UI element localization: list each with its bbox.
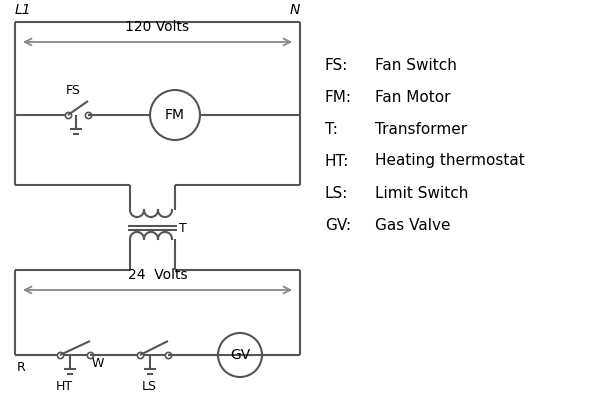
Text: Transformer: Transformer: [375, 122, 467, 136]
Text: L1: L1: [15, 3, 32, 17]
Text: FS: FS: [66, 84, 81, 97]
Text: Gas Valve: Gas Valve: [375, 218, 451, 232]
Text: LS:: LS:: [325, 186, 348, 200]
Text: FM: FM: [165, 108, 185, 122]
Text: T:: T:: [325, 122, 338, 136]
Text: GV:: GV:: [325, 218, 351, 232]
Text: Heating thermostat: Heating thermostat: [375, 154, 525, 168]
Text: HT:: HT:: [325, 154, 349, 168]
Text: Fan Motor: Fan Motor: [375, 90, 451, 104]
Text: FM:: FM:: [325, 90, 352, 104]
Text: FS:: FS:: [325, 58, 348, 72]
Text: Limit Switch: Limit Switch: [375, 186, 468, 200]
Text: R: R: [17, 361, 26, 374]
Text: T: T: [179, 222, 187, 234]
Text: W: W: [92, 357, 104, 370]
Text: 120 Volts: 120 Volts: [126, 20, 189, 34]
Text: LS: LS: [142, 380, 157, 393]
Text: 24  Volts: 24 Volts: [127, 268, 187, 282]
Text: GV: GV: [230, 348, 250, 362]
Text: Fan Switch: Fan Switch: [375, 58, 457, 72]
Text: HT: HT: [56, 380, 73, 393]
Text: N: N: [290, 3, 300, 17]
